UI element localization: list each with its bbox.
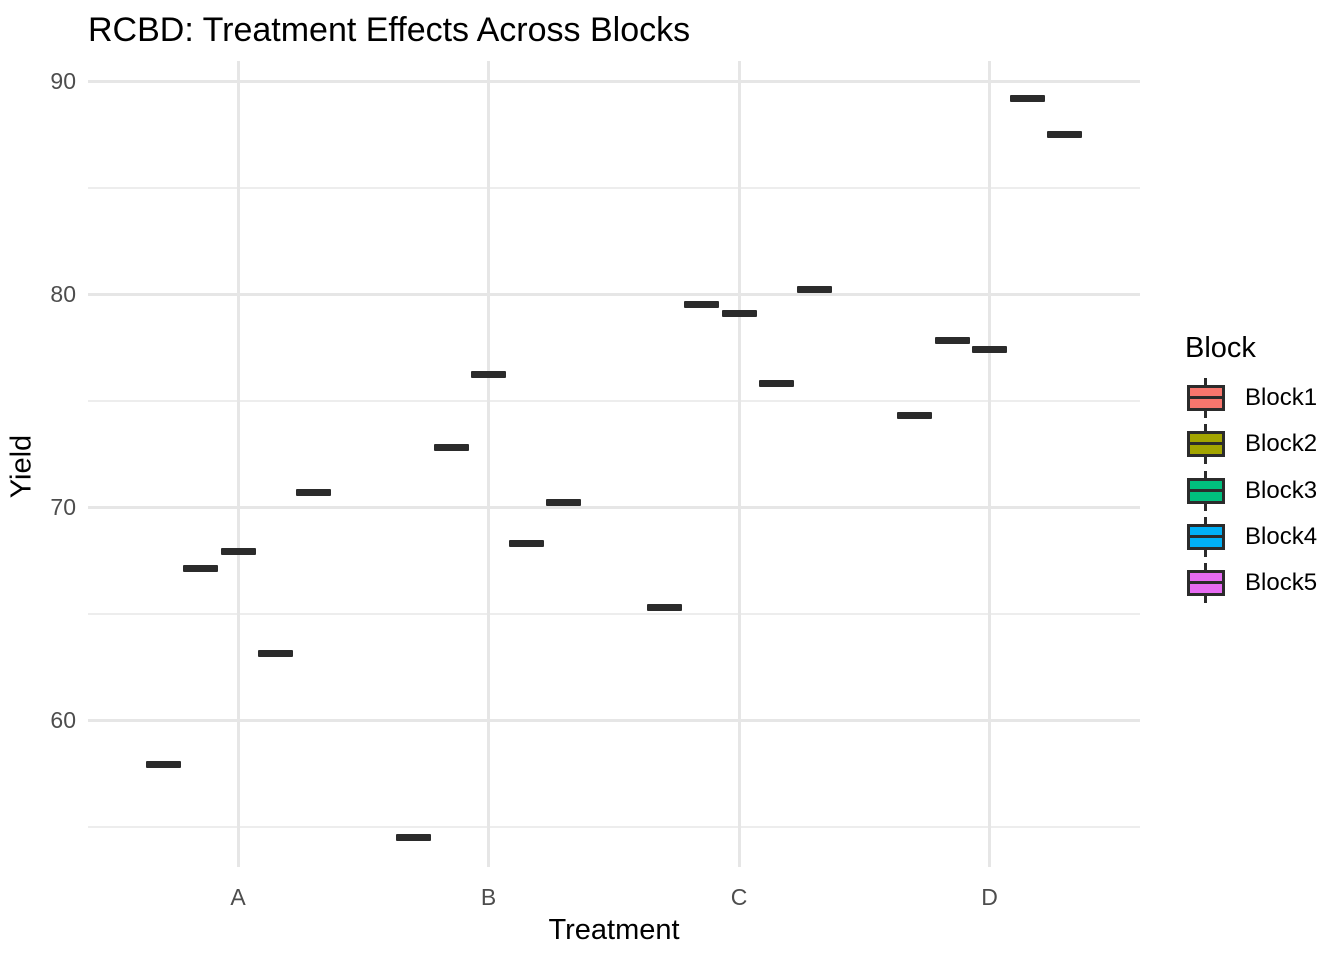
x-tick-label-C: C [730,884,748,910]
major-gridline-y-60 [88,718,1140,722]
boxplot-dash-D-Block5 [1047,130,1082,138]
legend-label-Block2: Block2 [1245,430,1318,458]
major-gridline-y-70 [88,505,1140,509]
boxplot-dash-A-Block3 [220,548,256,556]
boxplot-dash-D-Block4 [1009,94,1045,102]
legend-label-Block4: Block4 [1245,522,1318,550]
x-axis-title: Treatment [548,914,680,946]
legend-key-median-line [1187,488,1225,492]
x-tick-label-A: A [230,884,246,910]
boxplot-dash-C-Block4 [759,379,794,387]
boxplot-dash-B-Block3 [471,371,506,379]
minor-gridline-y-65 [88,612,1140,615]
major-gridline-y-80 [88,292,1140,296]
boxplot-dash-A-Block1 [145,761,181,769]
legend-key-boxplot-icon-Block5 [1187,563,1225,604]
boxplot-dash-C-Block3 [721,309,757,317]
legend-key-median-line [1187,396,1225,399]
legend-key-boxplot-icon-Block1 [1187,378,1225,418]
boxplot-dash-B-Block4 [508,539,544,547]
boxplot-dash-A-Block4 [258,650,293,658]
legend-key-boxplot-icon-Block3 [1187,470,1225,511]
boxplot-dash-C-Block1 [646,603,682,611]
y-tick-label-80: 80 [50,281,76,307]
major-gridline-x-C [737,61,741,867]
legend-key-boxplot-icon-Block2 [1187,424,1225,465]
major-gridline-x-A [236,61,240,867]
boxplot-dash-D-Block1 [897,411,932,419]
minor-gridline-y-85 [88,186,1140,189]
major-gridline-x-B [487,61,490,867]
y-tick-label-70: 70 [50,494,76,520]
minor-gridline-y-55 [88,825,1140,828]
legend-label-Block3: Block3 [1245,476,1318,504]
legend-title: Block [1185,332,1256,364]
boxplot-dash-A-Block2 [183,565,218,573]
x-tick-label-D: D [981,884,998,910]
legend-label-Block5: Block5 [1245,569,1318,597]
boxplot-dash-C-Block5 [796,286,832,294]
x-tick-label-B: B [480,884,497,910]
boxplot-dash-B-Block1 [396,833,431,841]
legend-key-boxplot-icon-Block4 [1187,516,1225,557]
boxplot-dash-C-Block2 [684,301,719,309]
plot-panel [88,61,1140,867]
boxplot-dash-B-Block2 [433,443,469,451]
legend-key-median-line [1187,534,1225,538]
major-gridline-y-90 [88,79,1140,83]
legend-key-median-line [1187,442,1225,446]
y-axis-title: Yield [5,434,38,499]
legend-key-median-line [1187,581,1225,585]
boxplot-dash-D-Block3 [972,345,1007,353]
minor-gridline-y-75 [88,399,1140,402]
boxplot-dash-D-Block2 [934,337,970,345]
y-tick-label-90: 90 [50,68,76,94]
legend-label-Block1: Block1 [1245,384,1318,411]
major-gridline-x-D [988,61,991,867]
boxplot-dash-A-Block5 [295,488,331,496]
y-tick-label-60: 60 [50,707,76,733]
boxplot-dash-B-Block5 [546,499,581,507]
chart-title: RCBD: Treatment Effects Across Blocks [88,11,691,49]
